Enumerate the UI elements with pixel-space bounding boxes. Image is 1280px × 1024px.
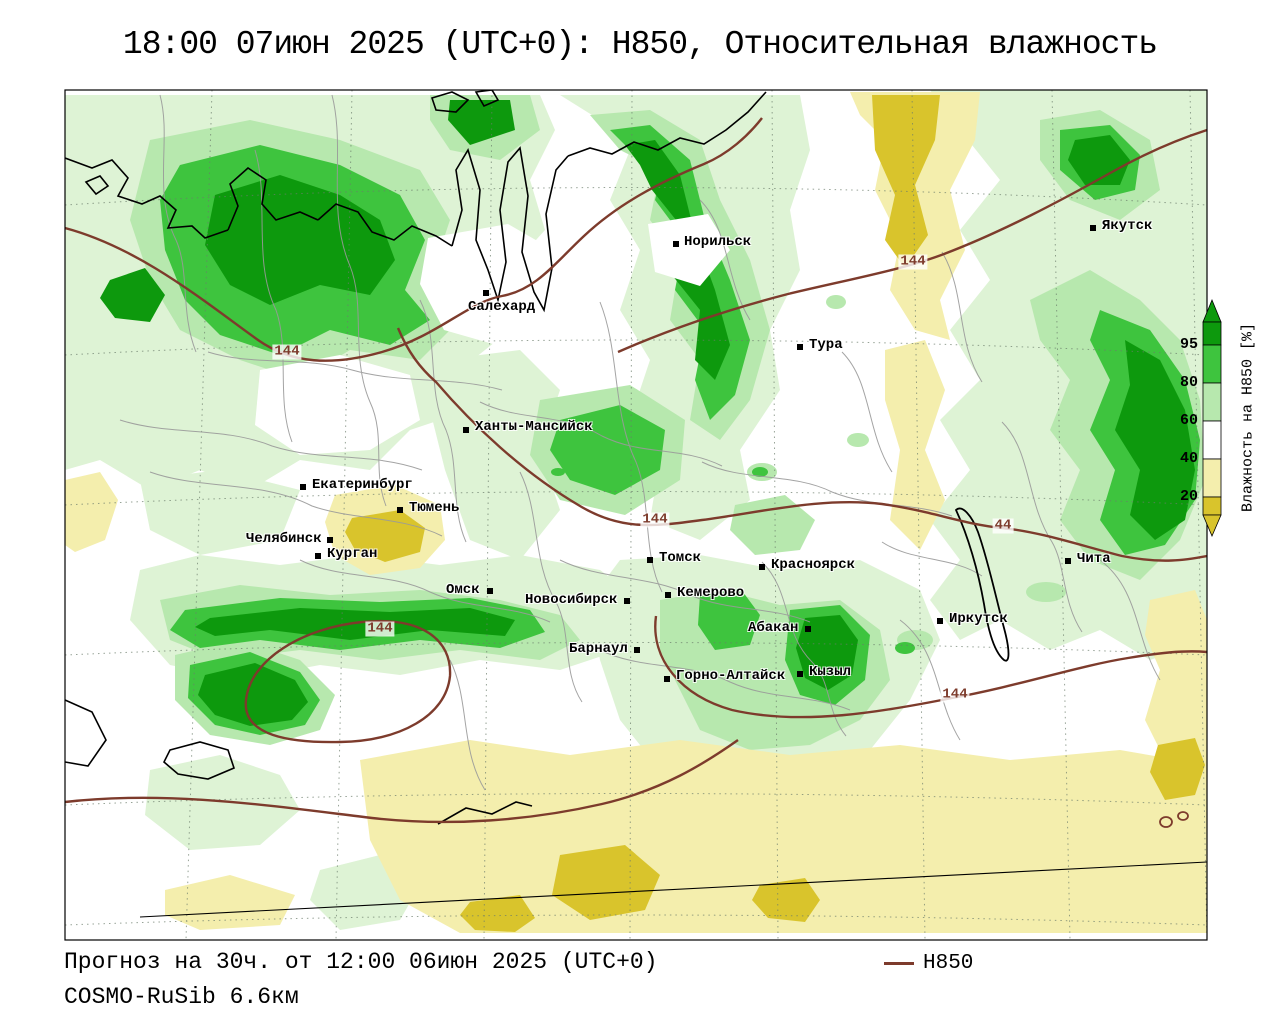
city-dot-icon bbox=[624, 598, 630, 604]
h850-legend-label: H850 bbox=[923, 952, 974, 975]
city-dot-icon bbox=[805, 626, 811, 632]
colorbar bbox=[1202, 298, 1222, 538]
city-dot-icon bbox=[759, 564, 765, 570]
city-label: Салехард bbox=[468, 299, 536, 315]
city-dot-icon bbox=[397, 507, 403, 513]
h850-contour-label: 44 bbox=[992, 517, 1014, 534]
city-dot-icon bbox=[797, 344, 803, 350]
city-dot-icon bbox=[937, 618, 943, 624]
h850-legend-line-icon bbox=[884, 962, 914, 965]
graticule-layer bbox=[65, 90, 1207, 940]
h850-contour-label: 144 bbox=[898, 253, 928, 270]
colorbar-tick-95: 95 bbox=[1179, 336, 1198, 353]
city-label: Иркутск bbox=[949, 611, 1008, 627]
city-label: Тюмень bbox=[409, 500, 460, 516]
colorbar-tick-60: 60 bbox=[1179, 412, 1198, 429]
city-label: Челябинск bbox=[246, 531, 322, 547]
h850-contour-label: 144 bbox=[940, 686, 970, 703]
city-label: Чита bbox=[1077, 551, 1111, 567]
city-dot-icon bbox=[673, 241, 679, 247]
city-dot-icon bbox=[634, 647, 640, 653]
colorbar-tick-20: 20 bbox=[1179, 488, 1198, 505]
h850-contour-label: 144 bbox=[365, 620, 395, 637]
coastline-layer bbox=[65, 90, 1207, 918]
admin-borders-layer bbox=[119, 94, 1161, 791]
colorbar-arrow-bottom bbox=[1202, 514, 1222, 538]
city-label: Абакан bbox=[748, 620, 799, 636]
city-label: Екатеринбург bbox=[312, 477, 413, 493]
city-label: Томск bbox=[659, 550, 702, 566]
city-dot-icon bbox=[1090, 225, 1096, 231]
city-dot-icon bbox=[487, 588, 493, 594]
city-dot-icon bbox=[664, 676, 670, 682]
city-dot-icon bbox=[463, 427, 469, 433]
city-dot-icon bbox=[315, 553, 321, 559]
city-label: Кемерово bbox=[677, 585, 745, 601]
city-label: Курган bbox=[327, 546, 378, 562]
city-dot-icon bbox=[327, 537, 333, 543]
h850-contour-label: 144 bbox=[640, 511, 670, 528]
city-label: Новосибирск bbox=[525, 592, 618, 608]
h850-legend: H850 bbox=[884, 952, 973, 975]
city-label: Барнаул bbox=[569, 641, 628, 657]
colorbar-tick-40: 40 bbox=[1179, 450, 1198, 467]
city-label: Красноярск bbox=[771, 557, 856, 573]
forecast-info: Прогноз на 30ч. от 12:00 06июн 2025 (UTC… bbox=[64, 949, 658, 975]
city-label: Норильск bbox=[684, 234, 752, 250]
page-title: 18:00 07июн 2025 (UTC+0): H850, Относите… bbox=[122, 26, 1158, 63]
colorbar-tick-80: 80 bbox=[1179, 374, 1198, 391]
city-dot-icon bbox=[647, 557, 653, 563]
colorbar-axis-label: Влажность на H850 [%] bbox=[1239, 322, 1257, 513]
city-dot-icon bbox=[1065, 558, 1071, 564]
model-info: COSMO-RuSib 6.6км bbox=[64, 984, 299, 1010]
city-dot-icon bbox=[797, 671, 803, 677]
h850-contour-layer bbox=[65, 117, 1207, 828]
city-label: Ханты-Мансийск bbox=[475, 419, 593, 435]
city-label: Омск bbox=[446, 582, 480, 598]
city-label: Тура bbox=[809, 337, 843, 353]
city-label: Кызыл bbox=[809, 664, 852, 680]
city-dot-icon bbox=[665, 592, 671, 598]
city-label: Якутск bbox=[1102, 218, 1153, 234]
humidity-fill-layer bbox=[65, 90, 1207, 933]
city-dot-icon bbox=[300, 484, 306, 490]
h850-contour-label: 144 bbox=[272, 343, 302, 360]
city-dot-icon bbox=[483, 290, 489, 296]
city-label: Горно-Алтайск bbox=[676, 668, 786, 684]
